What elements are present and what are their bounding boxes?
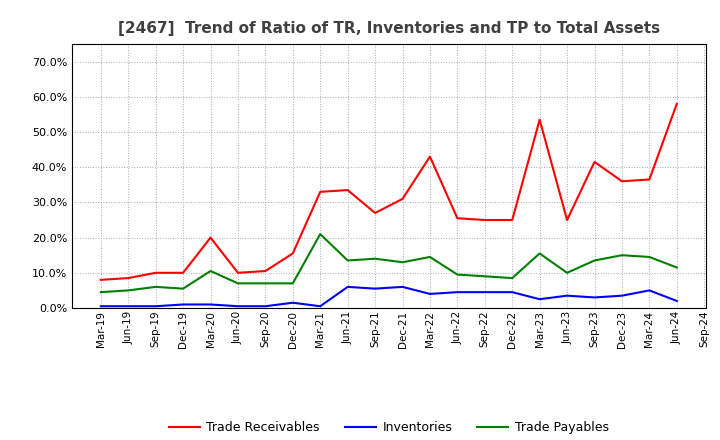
Trade Payables bbox=[398, 260, 407, 265]
Inventories bbox=[289, 300, 297, 305]
Trade Payables bbox=[151, 284, 160, 290]
Legend: Trade Receivables, Inventories, Trade Payables: Trade Receivables, Inventories, Trade Pa… bbox=[164, 416, 613, 439]
Trade Receivables bbox=[453, 216, 462, 221]
Title: [2467]  Trend of Ratio of TR, Inventories and TP to Total Assets: [2467] Trend of Ratio of TR, Inventories… bbox=[118, 21, 660, 36]
Trade Payables bbox=[672, 265, 681, 270]
Trade Receivables bbox=[398, 196, 407, 202]
Line: Trade Receivables: Trade Receivables bbox=[101, 104, 677, 280]
Inventories bbox=[206, 302, 215, 307]
Trade Receivables bbox=[371, 210, 379, 216]
Trade Payables bbox=[618, 253, 626, 258]
Inventories bbox=[233, 304, 242, 309]
Trade Receivables bbox=[536, 117, 544, 122]
Inventories bbox=[261, 304, 270, 309]
Trade Receivables bbox=[645, 177, 654, 182]
Inventories bbox=[453, 290, 462, 295]
Trade Receivables bbox=[151, 270, 160, 275]
Inventories bbox=[343, 284, 352, 290]
Trade Payables bbox=[316, 231, 325, 237]
Inventories bbox=[151, 304, 160, 309]
Inventories bbox=[590, 295, 599, 300]
Trade Payables bbox=[536, 251, 544, 256]
Inventories bbox=[398, 284, 407, 290]
Inventories bbox=[96, 304, 105, 309]
Trade Receivables bbox=[233, 270, 242, 275]
Trade Payables bbox=[206, 268, 215, 274]
Trade Payables bbox=[645, 254, 654, 260]
Trade Receivables bbox=[672, 101, 681, 106]
Inventories bbox=[672, 298, 681, 304]
Inventories bbox=[563, 293, 572, 298]
Line: Inventories: Inventories bbox=[101, 287, 677, 306]
Inventories bbox=[371, 286, 379, 291]
Inventories bbox=[536, 297, 544, 302]
Trade Payables bbox=[371, 256, 379, 261]
Inventories bbox=[645, 288, 654, 293]
Trade Receivables bbox=[316, 189, 325, 194]
Trade Payables bbox=[563, 270, 572, 275]
Trade Payables bbox=[179, 286, 187, 291]
Trade Receivables bbox=[508, 217, 516, 223]
Trade Payables bbox=[426, 254, 434, 260]
Trade Receivables bbox=[618, 179, 626, 184]
Trade Receivables bbox=[426, 154, 434, 159]
Trade Payables bbox=[508, 275, 516, 281]
Trade Payables bbox=[261, 281, 270, 286]
Trade Receivables bbox=[261, 268, 270, 274]
Inventories bbox=[508, 290, 516, 295]
Inventories bbox=[316, 304, 325, 309]
Trade Receivables bbox=[179, 270, 187, 275]
Trade Payables bbox=[124, 288, 132, 293]
Trade Receivables bbox=[206, 235, 215, 240]
Trade Payables bbox=[96, 290, 105, 295]
Trade Receivables bbox=[480, 217, 489, 223]
Trade Receivables bbox=[343, 187, 352, 193]
Trade Receivables bbox=[96, 277, 105, 282]
Trade Payables bbox=[343, 258, 352, 263]
Trade Payables bbox=[453, 272, 462, 277]
Trade Receivables bbox=[563, 217, 572, 223]
Inventories bbox=[480, 290, 489, 295]
Inventories bbox=[618, 293, 626, 298]
Trade Receivables bbox=[289, 251, 297, 256]
Inventories bbox=[124, 304, 132, 309]
Trade Payables bbox=[233, 281, 242, 286]
Inventories bbox=[179, 302, 187, 307]
Trade Payables bbox=[480, 274, 489, 279]
Line: Trade Payables: Trade Payables bbox=[101, 234, 677, 292]
Trade Receivables bbox=[124, 275, 132, 281]
Trade Receivables bbox=[590, 159, 599, 165]
Trade Payables bbox=[289, 281, 297, 286]
Trade Payables bbox=[590, 258, 599, 263]
Inventories bbox=[426, 291, 434, 297]
